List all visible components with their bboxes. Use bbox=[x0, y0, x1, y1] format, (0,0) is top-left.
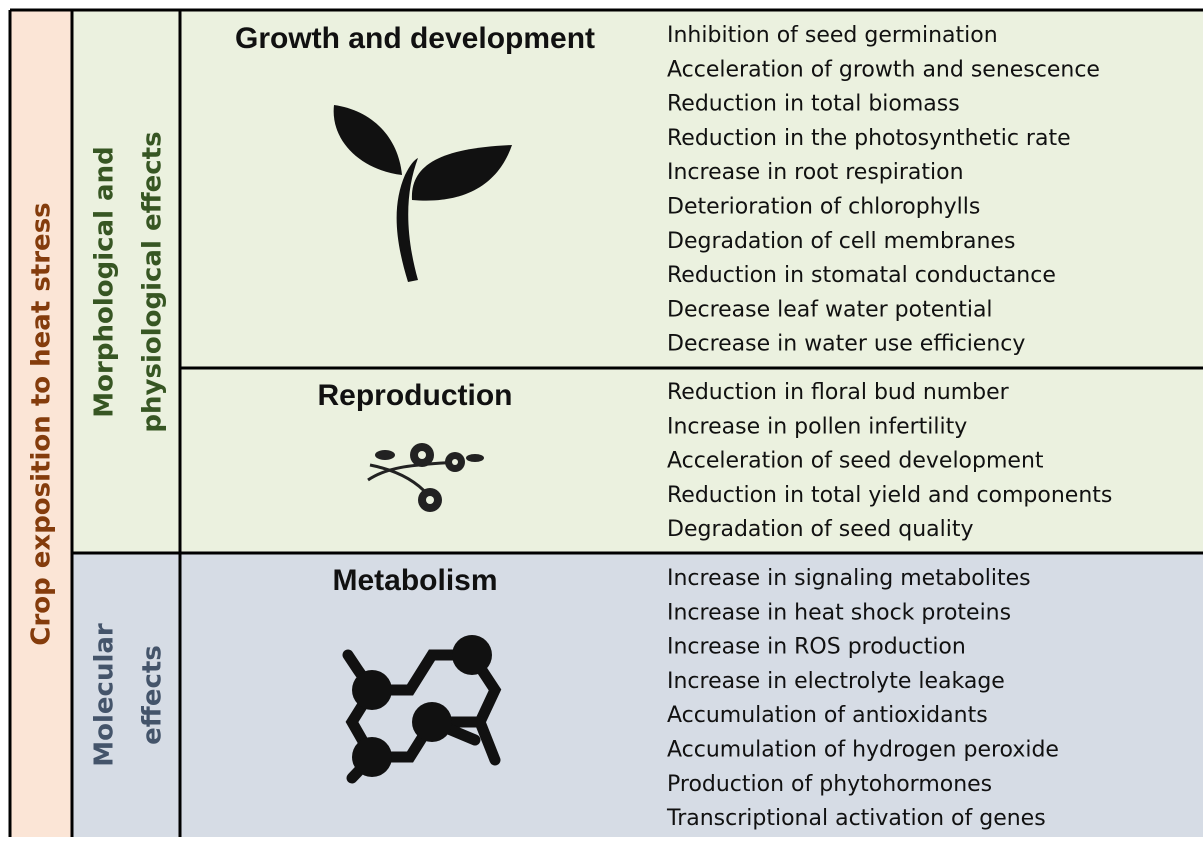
molecule-icon bbox=[342, 635, 502, 784]
group-label: Morphological and bbox=[90, 146, 120, 417]
side-label: Crop exposition to heat stress bbox=[27, 202, 57, 645]
effect-item: Increase in heat shock proteins bbox=[667, 600, 1011, 625]
group-label: Molecular bbox=[90, 623, 120, 767]
effect-item: Degradation of cell membranes bbox=[667, 229, 1015, 254]
group-label: effects bbox=[138, 645, 168, 745]
effect-item: Reduction in floral bud number bbox=[667, 380, 1010, 405]
effect-item: Reduction in total biomass bbox=[667, 92, 960, 117]
effect-item: Transcriptional activation of genes bbox=[666, 806, 1046, 831]
section-title: Growth and development bbox=[235, 22, 595, 55]
effect-item: Accumulation of antioxidants bbox=[667, 703, 988, 728]
effect-item: Acceleration of seed development bbox=[667, 449, 1044, 474]
side-band bbox=[10, 10, 72, 837]
effect-item: Reduction in total yield and components bbox=[667, 483, 1112, 508]
effect-item: Accumulation of hydrogen peroxide bbox=[667, 738, 1059, 763]
effect-item: Reduction in the photosynthetic rate bbox=[667, 126, 1071, 151]
section-title: Reproduction bbox=[318, 379, 513, 412]
effect-item: Decrease leaf water potential bbox=[667, 297, 993, 322]
effect-item: Decrease in water use efficiency bbox=[667, 332, 1025, 357]
molecular-band bbox=[72, 553, 1203, 837]
effect-item: Increase in root respiration bbox=[667, 160, 964, 185]
effect-item: Degradation of seed quality bbox=[667, 517, 974, 542]
effect-item: Inhibition of seed germination bbox=[667, 23, 998, 48]
effect-item: Acceleration of growth and senescence bbox=[667, 57, 1100, 82]
flower-icon bbox=[367, 443, 484, 512]
effect-item: Deterioration of chlorophylls bbox=[667, 195, 980, 220]
seedling-icon bbox=[333, 105, 512, 282]
effect-item: Increase in ROS production bbox=[667, 635, 966, 660]
physio-band bbox=[72, 10, 1203, 553]
effect-item: Increase in electrolyte leakage bbox=[667, 669, 1005, 694]
borders bbox=[8, 8, 1203, 837]
section-title: Metabolism bbox=[332, 564, 497, 597]
effect-item: Production of phytohormones bbox=[667, 772, 992, 797]
effect-item: Reduction in stomatal conductance bbox=[667, 263, 1056, 288]
effect-item: Increase in pollen infertility bbox=[667, 414, 967, 439]
group-label: physiological effects bbox=[138, 131, 168, 432]
effect-item: Increase in signaling metabolites bbox=[667, 566, 1031, 591]
